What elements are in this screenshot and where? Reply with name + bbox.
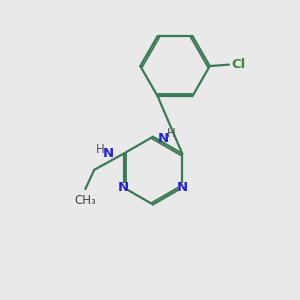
- Bar: [178, 183, 187, 192]
- Text: H: H: [96, 143, 104, 157]
- Text: N: N: [177, 181, 188, 194]
- Text: CH₃: CH₃: [74, 194, 96, 207]
- Text: N: N: [158, 132, 169, 145]
- Text: Cl: Cl: [231, 58, 245, 71]
- Bar: [119, 183, 128, 192]
- Text: N: N: [103, 147, 114, 160]
- Text: H: H: [167, 127, 176, 140]
- Text: N: N: [118, 181, 129, 194]
